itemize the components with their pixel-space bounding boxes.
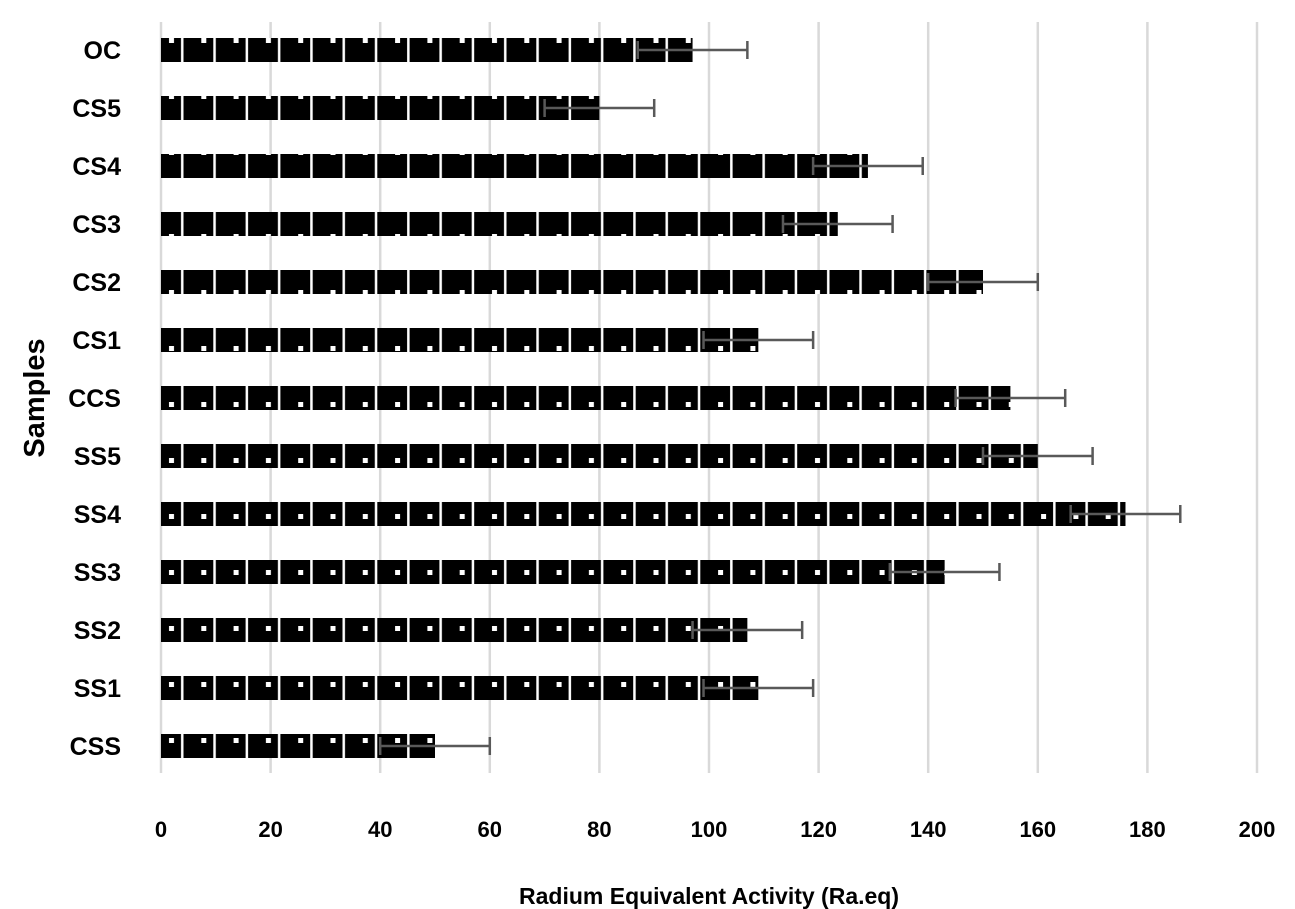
y-category-label: CS4: [72, 153, 121, 181]
bar: [161, 154, 868, 178]
y-category-label: OC: [84, 37, 122, 65]
label-layer: 0 20 40 60 80 100 120 140 160 180 200 OC CS5 CS4 CS3 CS…: [68, 37, 1275, 842]
bar: [161, 386, 1011, 410]
x-tick-label: 180: [1129, 817, 1166, 842]
y-category-label: SS3: [74, 559, 121, 587]
bar: [161, 38, 693, 62]
x-axis-title: Radium Equivalent Activity (Ra.eq): [519, 883, 899, 909]
x-tick-label: 20: [258, 817, 282, 842]
bar-layer: [161, 38, 1126, 758]
y-axis-title: Samples: [19, 338, 51, 457]
y-category-label: SS2: [74, 617, 121, 645]
bar: [161, 212, 838, 236]
x-tick-label: 60: [478, 817, 502, 842]
y-category-label: SS1: [74, 675, 121, 703]
y-category-label: SS5: [74, 443, 121, 471]
bar: [161, 444, 1038, 468]
y-category-label: CS5: [72, 95, 121, 123]
x-tick-label: 140: [910, 817, 947, 842]
x-tick-label: 40: [368, 817, 392, 842]
x-tick-label: 160: [1019, 817, 1056, 842]
bar: [161, 560, 945, 584]
bar: [161, 328, 759, 352]
bar: [161, 676, 759, 700]
y-category-label: CCS: [68, 385, 121, 413]
y-category-label: CSS: [70, 733, 121, 761]
x-tick-label: 200: [1239, 817, 1276, 842]
x-tick-label: 0: [155, 817, 167, 842]
x-tick-label: 100: [691, 817, 728, 842]
bar: [161, 270, 983, 294]
bar: [161, 502, 1126, 526]
bar: [161, 618, 748, 642]
y-category-label: CS2: [72, 269, 121, 297]
error-layer: [378, 41, 1182, 755]
y-category-label: CS1: [72, 327, 121, 355]
x-tick-label: 80: [587, 817, 611, 842]
x-tick-label: 120: [800, 817, 837, 842]
y-category-label: CS3: [72, 211, 121, 239]
bar: [161, 96, 600, 120]
y-category-label: SS4: [74, 501, 121, 529]
